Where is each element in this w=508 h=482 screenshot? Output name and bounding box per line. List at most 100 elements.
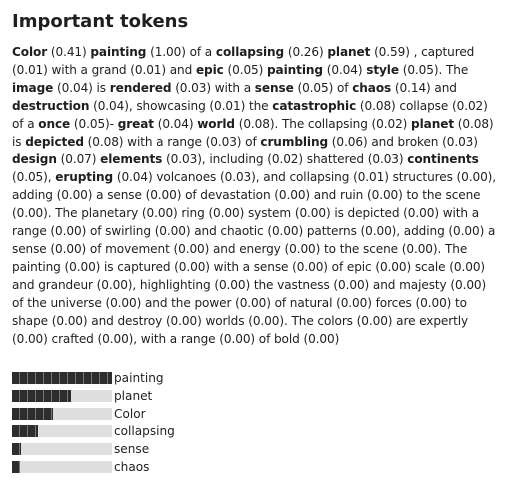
token-score: (0.00) <box>356 313 393 328</box>
token-score: (0.00) <box>214 277 251 292</box>
token-word: collapsing <box>215 45 285 59</box>
token-score: (0.00), <box>360 224 401 239</box>
token-score: (0.00), <box>97 331 138 346</box>
token-score: (0.00) <box>303 331 340 346</box>
token-score: (0.00) <box>145 188 182 203</box>
token-score: (0.02) <box>451 98 488 113</box>
token-word: and <box>434 80 457 95</box>
token-word: planet <box>327 45 371 59</box>
token-score: (0.00) <box>448 224 485 239</box>
token-score: (0.04) <box>157 116 194 131</box>
token-word: to the scene <box>324 241 398 256</box>
token-word: a sense <box>96 188 142 203</box>
token-word: world <box>197 116 235 131</box>
token-word: planet <box>411 116 455 131</box>
token-word: The planetary <box>55 206 139 221</box>
token-word: style <box>366 62 399 77</box>
token-word: crumbling <box>260 134 329 149</box>
token-word: erupting <box>55 170 114 185</box>
token-bar-row: sense <box>12 441 312 459</box>
token-score: (0.07) <box>60 152 97 167</box>
token-score: (0.03), <box>220 170 260 185</box>
bar-track <box>12 460 112 473</box>
token-score: (0.00) <box>333 277 370 292</box>
token-word: forces <box>375 295 412 310</box>
token-word: of a <box>189 45 213 59</box>
bar-label: Color <box>114 406 146 421</box>
token-bar-row: painting <box>12 370 312 388</box>
token-word: of devastation <box>185 188 271 203</box>
token-score: (0.00) <box>165 313 202 328</box>
token-score: (0.00) <box>56 188 93 203</box>
token-word: is depicted <box>334 206 400 221</box>
token-word: and ruin <box>313 188 364 203</box>
token-score: (0.00) <box>208 206 245 221</box>
token-score: (0.59) <box>374 45 410 59</box>
token-word: the <box>248 98 269 113</box>
token-score: (0.00) <box>403 206 439 221</box>
token-word: of the universe <box>12 295 102 310</box>
bar-track <box>12 389 112 402</box>
token-word: scale <box>414 259 446 274</box>
token-score: (0.00) <box>284 241 321 256</box>
token-word: epic <box>195 62 224 77</box>
token-score: (0.00) <box>141 206 178 221</box>
token-bar-row: collapsing <box>12 423 312 441</box>
token-score: (0.06) <box>331 134 368 149</box>
token-word: The <box>445 62 469 77</box>
token-word: of epic <box>331 259 372 274</box>
token-word: Color <box>12 45 48 59</box>
token-word: is <box>96 80 107 95</box>
token-score: (0.01) <box>209 98 246 113</box>
token-word: and <box>169 62 193 77</box>
bar-fill <box>12 460 20 473</box>
token-word: of movement <box>89 241 170 256</box>
token-score: (0.00) <box>235 295 271 310</box>
token-word: structures <box>392 170 453 185</box>
token-word: with a range <box>12 206 480 239</box>
token-word: destruction <box>12 98 90 113</box>
token-score: (0.00) <box>64 259 101 274</box>
token-word: patterns <box>306 224 357 239</box>
token-paragraph: Color (0.41) painting (1.00) of a collap… <box>12 44 500 348</box>
bar-label: painting <box>114 371 164 385</box>
token-score: (0.00) <box>267 224 304 239</box>
token-score: (0.00) <box>292 259 328 274</box>
token-score: (0.01) <box>12 62 48 77</box>
token-score: (0.41) <box>50 45 87 59</box>
token-word: including <box>209 152 264 167</box>
token-score: (0.03) <box>175 80 211 95</box>
token-word: of a <box>12 116 35 131</box>
token-score: (0.08) <box>457 116 494 131</box>
bar-label: planet <box>114 388 153 403</box>
token-score: (0.08) <box>87 134 124 149</box>
token-score: (0.03) <box>205 134 242 149</box>
token-score: (0.14) <box>394 80 431 95</box>
token-word: great <box>117 116 154 131</box>
token-word: a sense <box>12 224 496 256</box>
token-score: (0.00) <box>449 259 486 274</box>
token-score: (0.05). <box>402 62 443 77</box>
token-word: shattered <box>306 152 364 167</box>
token-word: is captured <box>104 259 171 274</box>
token-word: painting <box>267 62 323 77</box>
bar-track <box>12 425 112 438</box>
token-word: sense <box>254 80 294 95</box>
token-score: (0.00) <box>174 259 210 274</box>
token-score: (1.00) <box>150 45 186 59</box>
token-word: volcanoes <box>156 170 217 185</box>
token-word: once <box>38 116 71 131</box>
token-score: (0.03) <box>442 134 478 149</box>
token-word: catastrophic <box>272 98 357 113</box>
token-score: (0.00) <box>51 313 88 328</box>
token-score: (0.03) <box>367 152 404 167</box>
token-score: (0.00) <box>294 206 331 221</box>
token-word: the vastness <box>253 277 330 292</box>
token-word: The painting <box>12 241 468 274</box>
token-bar-row: Color <box>12 406 312 424</box>
token-score: (0.04) <box>116 170 153 185</box>
token-score: (0.05)- <box>73 116 114 131</box>
token-score: (0.01) <box>130 62 166 77</box>
token-word: image <box>12 80 54 95</box>
token-score: (0.00) <box>367 188 403 203</box>
